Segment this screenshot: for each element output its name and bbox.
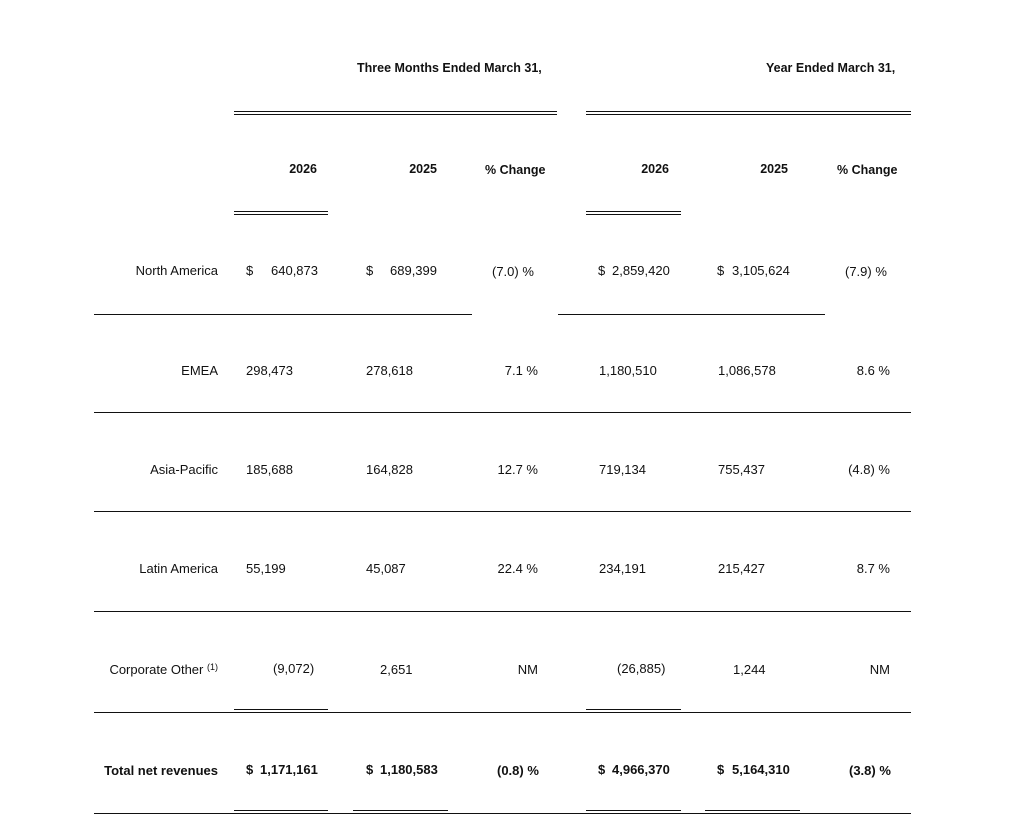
row-rule <box>94 314 472 315</box>
currency-sign: $ <box>246 762 254 777</box>
cell-y2026: 719,134 <box>599 462 646 477</box>
row-rule <box>94 813 911 814</box>
cell-q2025: 164,828 <box>366 462 413 477</box>
footnote-marker: (1) <box>207 662 218 672</box>
q2026-header-rule <box>234 211 328 215</box>
currency-sign: $ <box>246 263 254 278</box>
row-rule <box>94 712 911 713</box>
cell-y-change: (4.8) % <box>848 462 890 477</box>
cell-y2025: 1,086,578 <box>718 363 776 378</box>
currency-sign: $ <box>717 263 725 278</box>
total-rule <box>353 810 448 811</box>
col-header-y2025: 2025 <box>760 162 788 176</box>
currency-sign: $ <box>366 263 374 278</box>
cell-y2026: (26,885) <box>617 661 666 676</box>
total-rule <box>586 810 681 811</box>
cell-q-change: 7.1 % <box>504 363 538 378</box>
row-label: EMEA <box>181 363 218 378</box>
row-rule <box>94 611 911 612</box>
cell-q2025: 2,651 <box>380 662 413 677</box>
cell-q-change: 22.4 % <box>497 561 538 576</box>
cell-q-change: NM <box>517 662 538 677</box>
row-rule <box>558 314 825 315</box>
currency-sign: $ <box>598 263 606 278</box>
cell-y2026: 2,859,420 <box>612 263 670 278</box>
cell-y2025: 5,164,310 <box>732 762 790 777</box>
cell-q2026: 185,688 <box>246 462 293 477</box>
cell-y-change: 8.7 % <box>856 561 890 576</box>
header-three-months: Three Months Ended March 31, <box>357 61 542 75</box>
subtotal-rule <box>586 709 681 710</box>
cell-q-change: 12.7 % <box>497 462 538 477</box>
cell-y2025: 1,244 <box>733 662 766 677</box>
row-label: Asia-Pacific <box>150 462 218 477</box>
cell-q-change: (7.0) % <box>492 264 534 279</box>
cell-q2025: 689,399 <box>390 263 437 278</box>
cell-y-change: 8.6 % <box>856 363 890 378</box>
cell-y2026: 4,966,370 <box>612 762 670 777</box>
currency-sign: $ <box>598 762 606 777</box>
cell-q2025: 278,618 <box>366 363 413 378</box>
cell-y2025: 3,105,624 <box>732 263 790 278</box>
cell-y-change: (3.8) % <box>849 763 891 778</box>
currency-sign: $ <box>366 762 374 777</box>
total-rule <box>234 810 328 811</box>
col-header-y2026: 2026 <box>641 162 669 176</box>
header-year-ended: Year Ended March 31, <box>766 61 896 75</box>
cell-y2025: 755,437 <box>718 462 765 477</box>
cell-y2026: 1,180,510 <box>599 363 657 378</box>
year-double-rule <box>586 111 911 115</box>
row-label: North America <box>135 263 218 278</box>
cell-q2025: 45,087 <box>366 561 406 576</box>
three-months-double-rule <box>234 111 557 115</box>
row-label: Corporate Other (1) <box>94 662 218 677</box>
row-label: Total net revenues <box>104 763 218 778</box>
y2026-header-rule <box>586 211 681 215</box>
cell-q2026: 1,171,161 <box>260 762 318 777</box>
total-rule <box>705 810 800 811</box>
col-header-q2025: 2025 <box>409 162 437 176</box>
cell-y-change: NM <box>869 662 890 677</box>
cell-q2025: 1,180,583 <box>380 762 438 777</box>
row-label-text: Corporate Other <box>109 662 204 677</box>
cell-q2026: 640,873 <box>271 263 318 278</box>
col-header-y-change: % Change <box>837 163 898 177</box>
cell-q2026: (9,072) <box>273 661 315 676</box>
cell-q2026: 298,473 <box>246 363 293 378</box>
currency-sign: $ <box>717 762 725 777</box>
col-header-q2026: 2026 <box>289 162 317 176</box>
cell-q2026: 55,199 <box>246 561 286 576</box>
row-label: Latin America <box>139 561 218 576</box>
row-rule <box>94 511 911 512</box>
subtotal-rule <box>234 709 328 710</box>
row-rule <box>94 412 911 413</box>
col-header-q-change: % Change <box>485 163 546 177</box>
cell-y2025: 215,427 <box>718 561 765 576</box>
cell-y2026: 234,191 <box>599 561 646 576</box>
cell-q-change: (0.8) % <box>497 763 539 778</box>
cell-y-change: (7.9) % <box>845 264 887 279</box>
